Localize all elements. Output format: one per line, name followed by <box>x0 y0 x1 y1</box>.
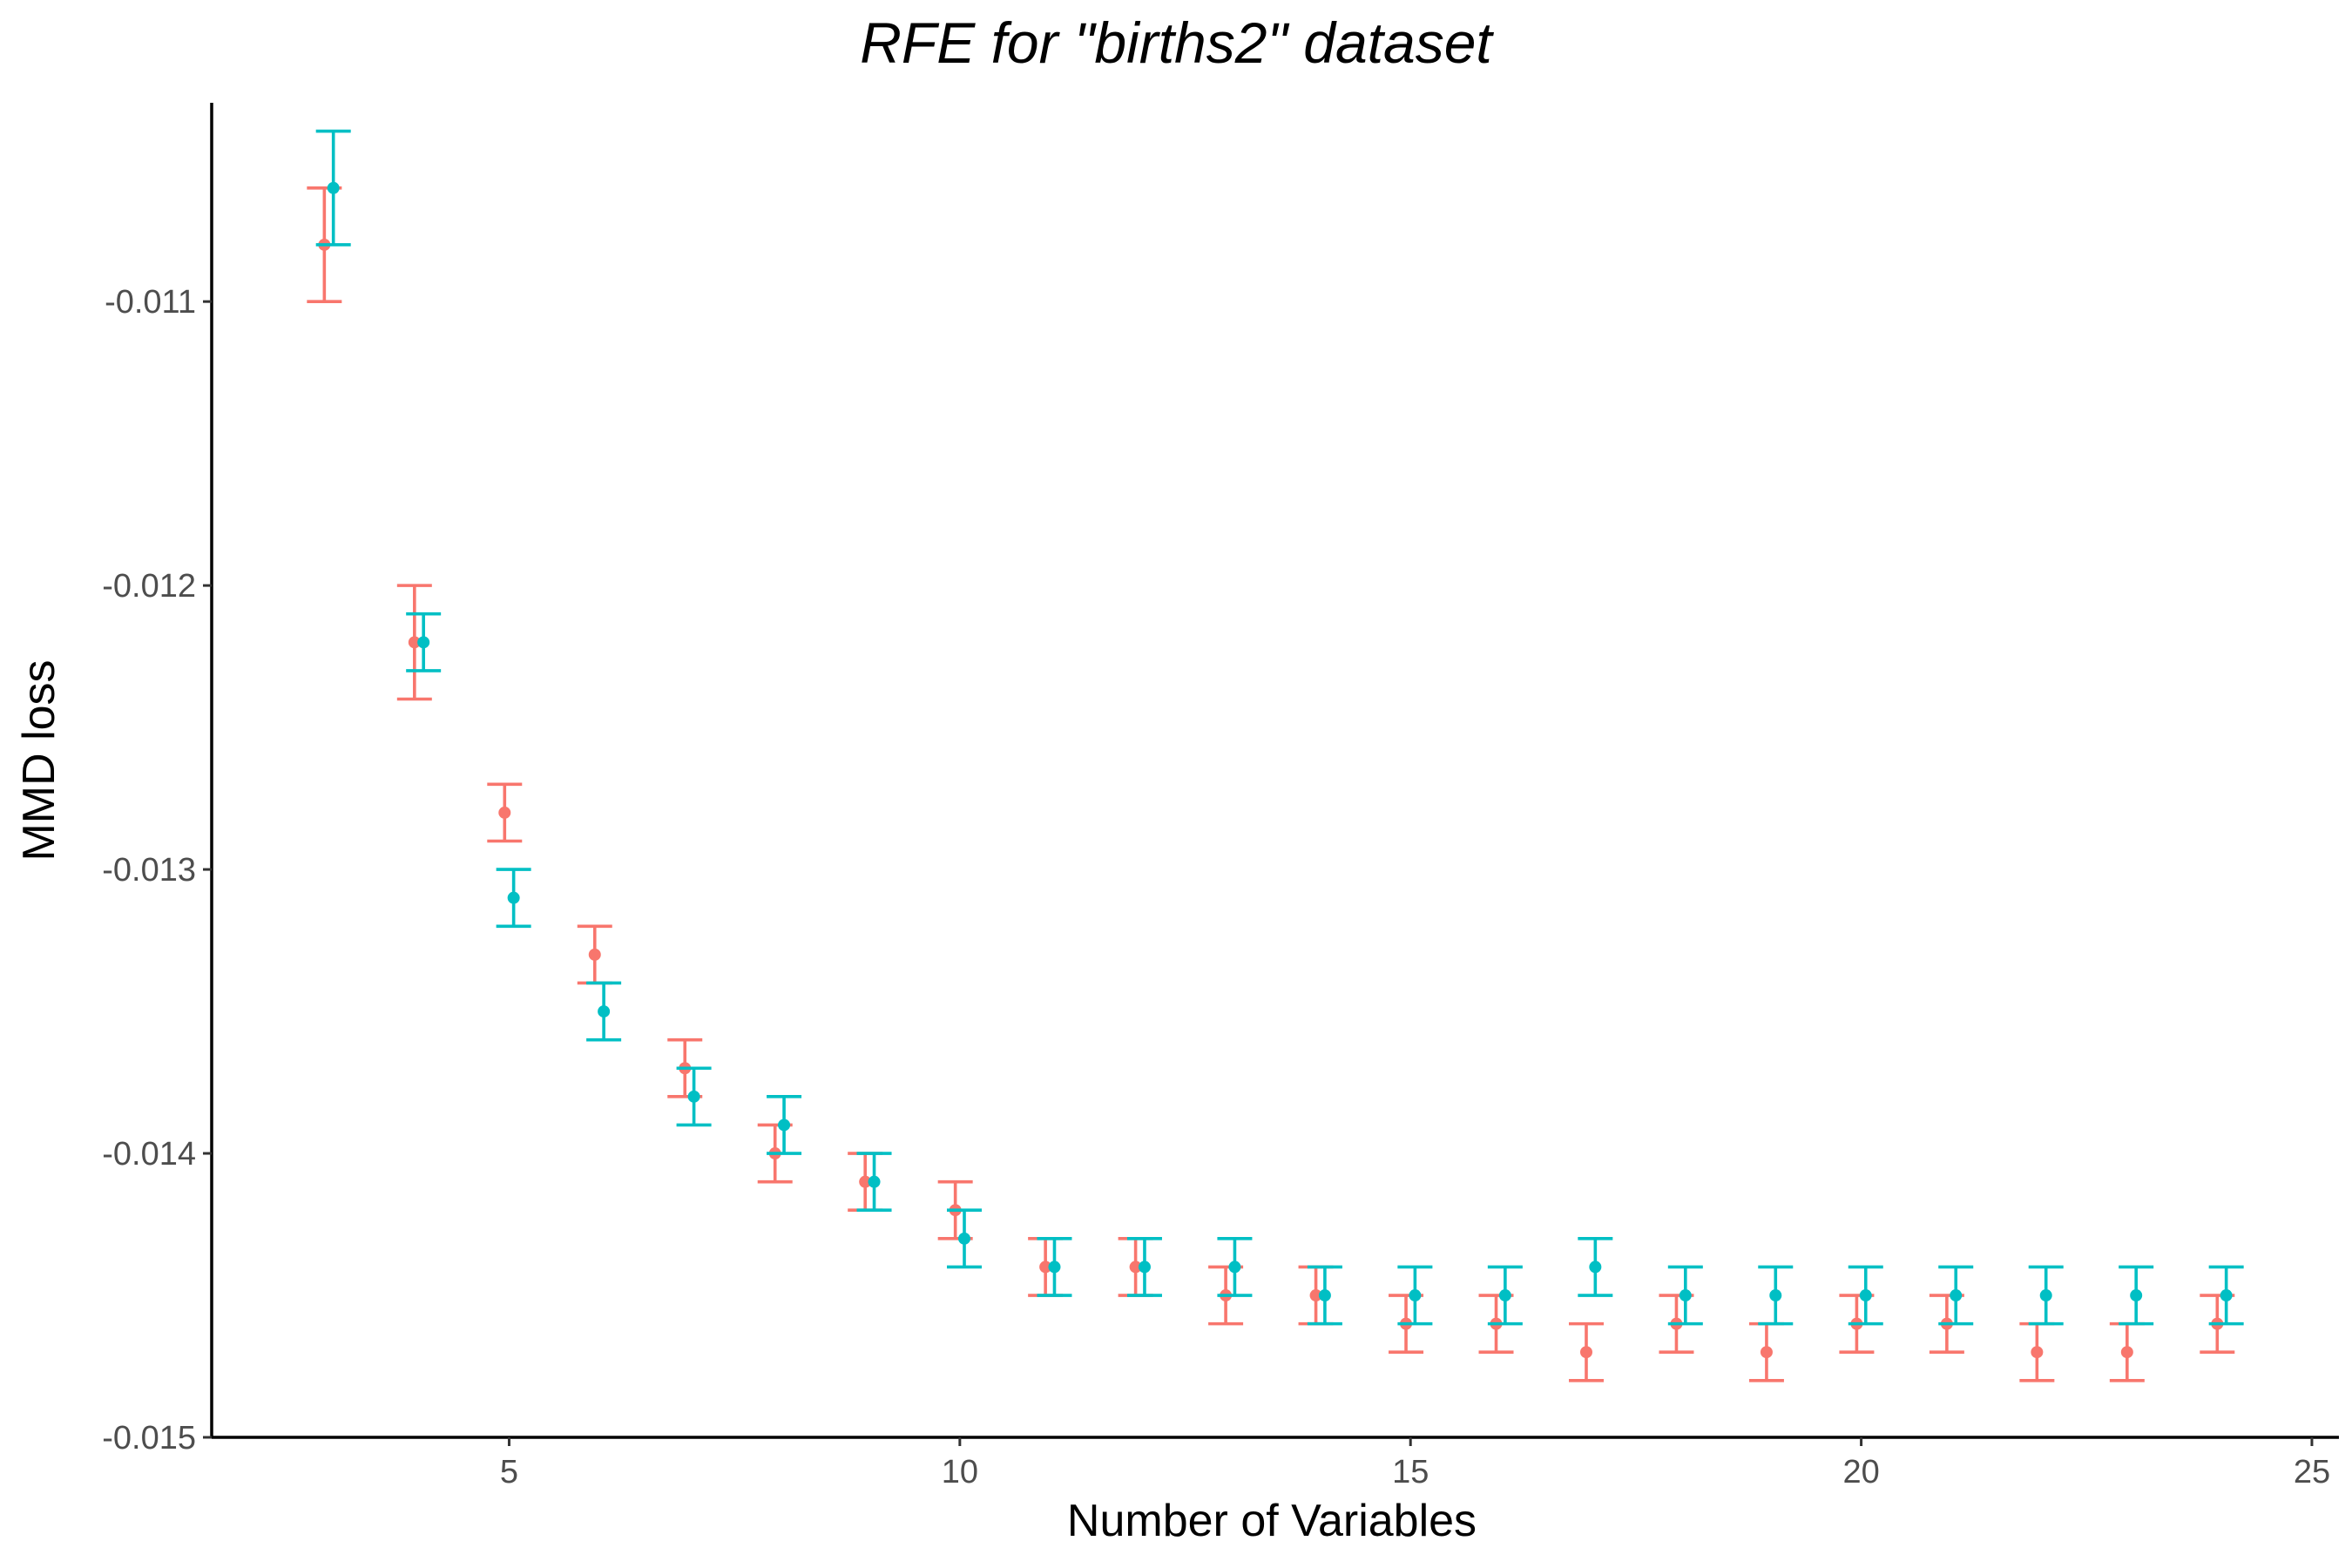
data-point <box>1309 1289 1322 1302</box>
series-2 <box>315 129 2244 1326</box>
data-point <box>2120 1346 2133 1359</box>
x-tick-label: 15 <box>1392 1454 1429 1490</box>
x-tick-label: 20 <box>1842 1454 1879 1490</box>
data-point <box>1409 1289 1422 1302</box>
data-point <box>868 1175 881 1188</box>
data-point <box>1589 1260 1602 1274</box>
data-point <box>417 636 430 649</box>
series-1 <box>307 186 2235 1382</box>
data-point <box>1760 1346 1773 1359</box>
plot-area <box>307 129 2244 1382</box>
data-point <box>1498 1289 1511 1302</box>
y-tick-label: -0.014 <box>102 1136 196 1173</box>
data-point <box>1769 1289 1782 1302</box>
data-point <box>588 948 601 961</box>
data-point <box>1859 1289 1872 1302</box>
data-point <box>2031 1346 2044 1359</box>
data-point <box>1579 1346 1592 1359</box>
data-point <box>2130 1289 2143 1302</box>
data-point <box>507 891 520 904</box>
data-point <box>408 636 421 649</box>
data-point <box>1138 1260 1151 1274</box>
data-point <box>1679 1289 1692 1302</box>
y-tick-label: -0.013 <box>102 852 196 889</box>
y-tick-label: -0.012 <box>102 568 196 605</box>
x-tick-label: 10 <box>942 1454 978 1490</box>
data-point <box>498 806 511 819</box>
data-point <box>958 1232 971 1245</box>
data-point <box>2039 1289 2052 1302</box>
data-point <box>1048 1260 1061 1274</box>
x-axis-ticks: 5 10 15 20 25 <box>500 1437 2330 1490</box>
data-point <box>1950 1289 1963 1302</box>
y-axis-ticks: -0.011 -0.012 -0.013 -0.014 -0.015 <box>102 284 212 1456</box>
data-point <box>1228 1260 1241 1274</box>
data-point <box>2220 1289 2233 1302</box>
data-point <box>778 1119 791 1132</box>
x-axis-title: Number of Variables <box>1067 1496 1477 1546</box>
data-point <box>327 181 340 194</box>
chart-title: RFE for "births2" dataset <box>860 10 1494 75</box>
x-tick-label: 25 <box>2294 1454 2330 1490</box>
data-point <box>859 1175 872 1188</box>
data-point <box>598 1005 611 1018</box>
data-point <box>1318 1289 1331 1302</box>
data-point <box>1039 1260 1052 1274</box>
data-point <box>1129 1260 1142 1274</box>
data-point <box>687 1090 700 1103</box>
y-tick-label: -0.011 <box>105 284 196 321</box>
y-axis-title: MMD loss <box>14 659 64 861</box>
x-tick-label: 5 <box>500 1454 518 1490</box>
y-tick-label: -0.015 <box>102 1420 196 1456</box>
